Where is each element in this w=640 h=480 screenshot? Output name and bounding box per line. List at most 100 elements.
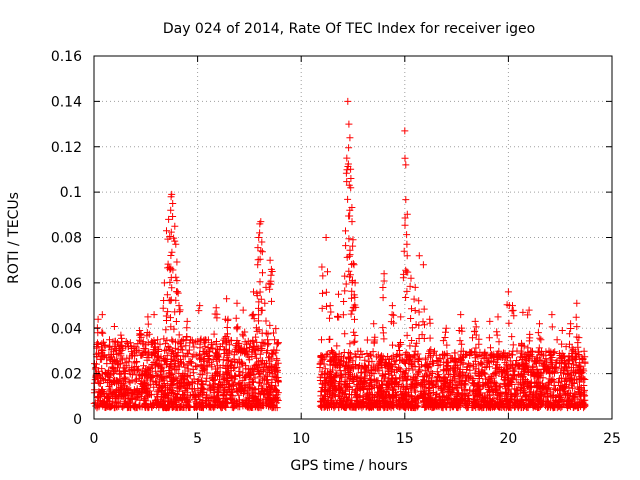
data-point (223, 295, 231, 303)
data-point (528, 363, 536, 371)
y-tick-label: 0.12 (51, 140, 82, 156)
data-point (144, 381, 152, 389)
data-point (507, 396, 515, 404)
data-point (457, 372, 465, 380)
data-point (526, 401, 534, 409)
data-point (396, 374, 404, 382)
y-tick-label: 0.16 (51, 49, 82, 65)
data-point (493, 331, 501, 339)
data-point (270, 329, 277, 337)
y-tick-label: 0.04 (51, 321, 82, 337)
data-point (372, 398, 380, 406)
data-point (359, 399, 366, 407)
data-point (183, 324, 191, 332)
data-point (181, 399, 189, 407)
chart-title: Day 024 of 2014, Rate Of TEC Index for r… (163, 21, 535, 37)
data-point (575, 370, 583, 378)
data-point (350, 338, 358, 346)
data-point (418, 380, 426, 388)
data-point (415, 297, 423, 305)
data-point (273, 404, 281, 412)
data-point (483, 363, 491, 371)
grid (94, 56, 612, 419)
data-point (345, 120, 353, 128)
data-point (534, 369, 542, 377)
data-point (403, 210, 411, 218)
data-point (549, 361, 556, 369)
data-point (98, 386, 106, 393)
data-point (98, 347, 106, 355)
data-point (159, 367, 167, 375)
data-point (397, 339, 404, 346)
data-point (181, 353, 189, 361)
y-axis-label: ROTI / TECUs (6, 192, 22, 284)
data-point (324, 379, 332, 387)
data-point (495, 398, 503, 406)
data-point (490, 370, 498, 378)
data-point (527, 383, 535, 391)
data-point (346, 340, 354, 348)
data-point (566, 330, 574, 338)
data-point (268, 355, 276, 363)
data-point (580, 347, 588, 355)
data-point (575, 362, 583, 370)
data-point (456, 355, 464, 363)
data-point (370, 339, 378, 347)
data-point (231, 397, 239, 405)
data-point (162, 326, 170, 334)
data-point (141, 395, 149, 403)
data-point (360, 368, 368, 376)
data-point (153, 372, 161, 379)
data-point (565, 355, 573, 363)
data-point (321, 385, 329, 393)
data-point (340, 298, 348, 305)
data-point (102, 369, 109, 377)
data-point (259, 269, 266, 277)
data-point (347, 175, 355, 182)
data-point (345, 212, 353, 220)
data-point (471, 354, 479, 362)
data-point (201, 342, 209, 350)
data-point (385, 367, 393, 375)
data-point (524, 381, 532, 389)
data-point (154, 336, 162, 344)
data-point (266, 256, 274, 264)
data-point (274, 377, 282, 385)
data-point (169, 213, 177, 220)
data-point (169, 380, 177, 388)
data-point (212, 340, 220, 348)
data-point (257, 306, 265, 314)
data-point (558, 403, 566, 411)
data-point (100, 338, 107, 346)
data-point (110, 368, 118, 376)
data-point (567, 325, 575, 332)
data-point (179, 375, 187, 383)
data-point (174, 361, 182, 369)
data-point (140, 396, 148, 404)
data-point (403, 240, 411, 248)
data-point (129, 390, 137, 398)
data-point (209, 344, 217, 352)
data-point (426, 334, 434, 342)
data-point (264, 376, 271, 384)
data-point (401, 214, 409, 222)
data-point (245, 356, 253, 364)
data-point (257, 247, 265, 255)
data-point (469, 376, 477, 384)
data-point (324, 404, 331, 411)
data-point (535, 347, 543, 355)
data-point (318, 263, 326, 271)
data-point (256, 350, 264, 358)
data-point (94, 315, 102, 323)
data-point (351, 337, 359, 345)
data-point (480, 382, 488, 390)
data-point (177, 355, 184, 363)
data-point (226, 347, 233, 355)
data-point (166, 373, 174, 381)
data-point (475, 391, 483, 399)
data-point (335, 350, 343, 358)
data-point (255, 311, 263, 319)
data-point (574, 395, 582, 403)
data-point (419, 395, 427, 402)
